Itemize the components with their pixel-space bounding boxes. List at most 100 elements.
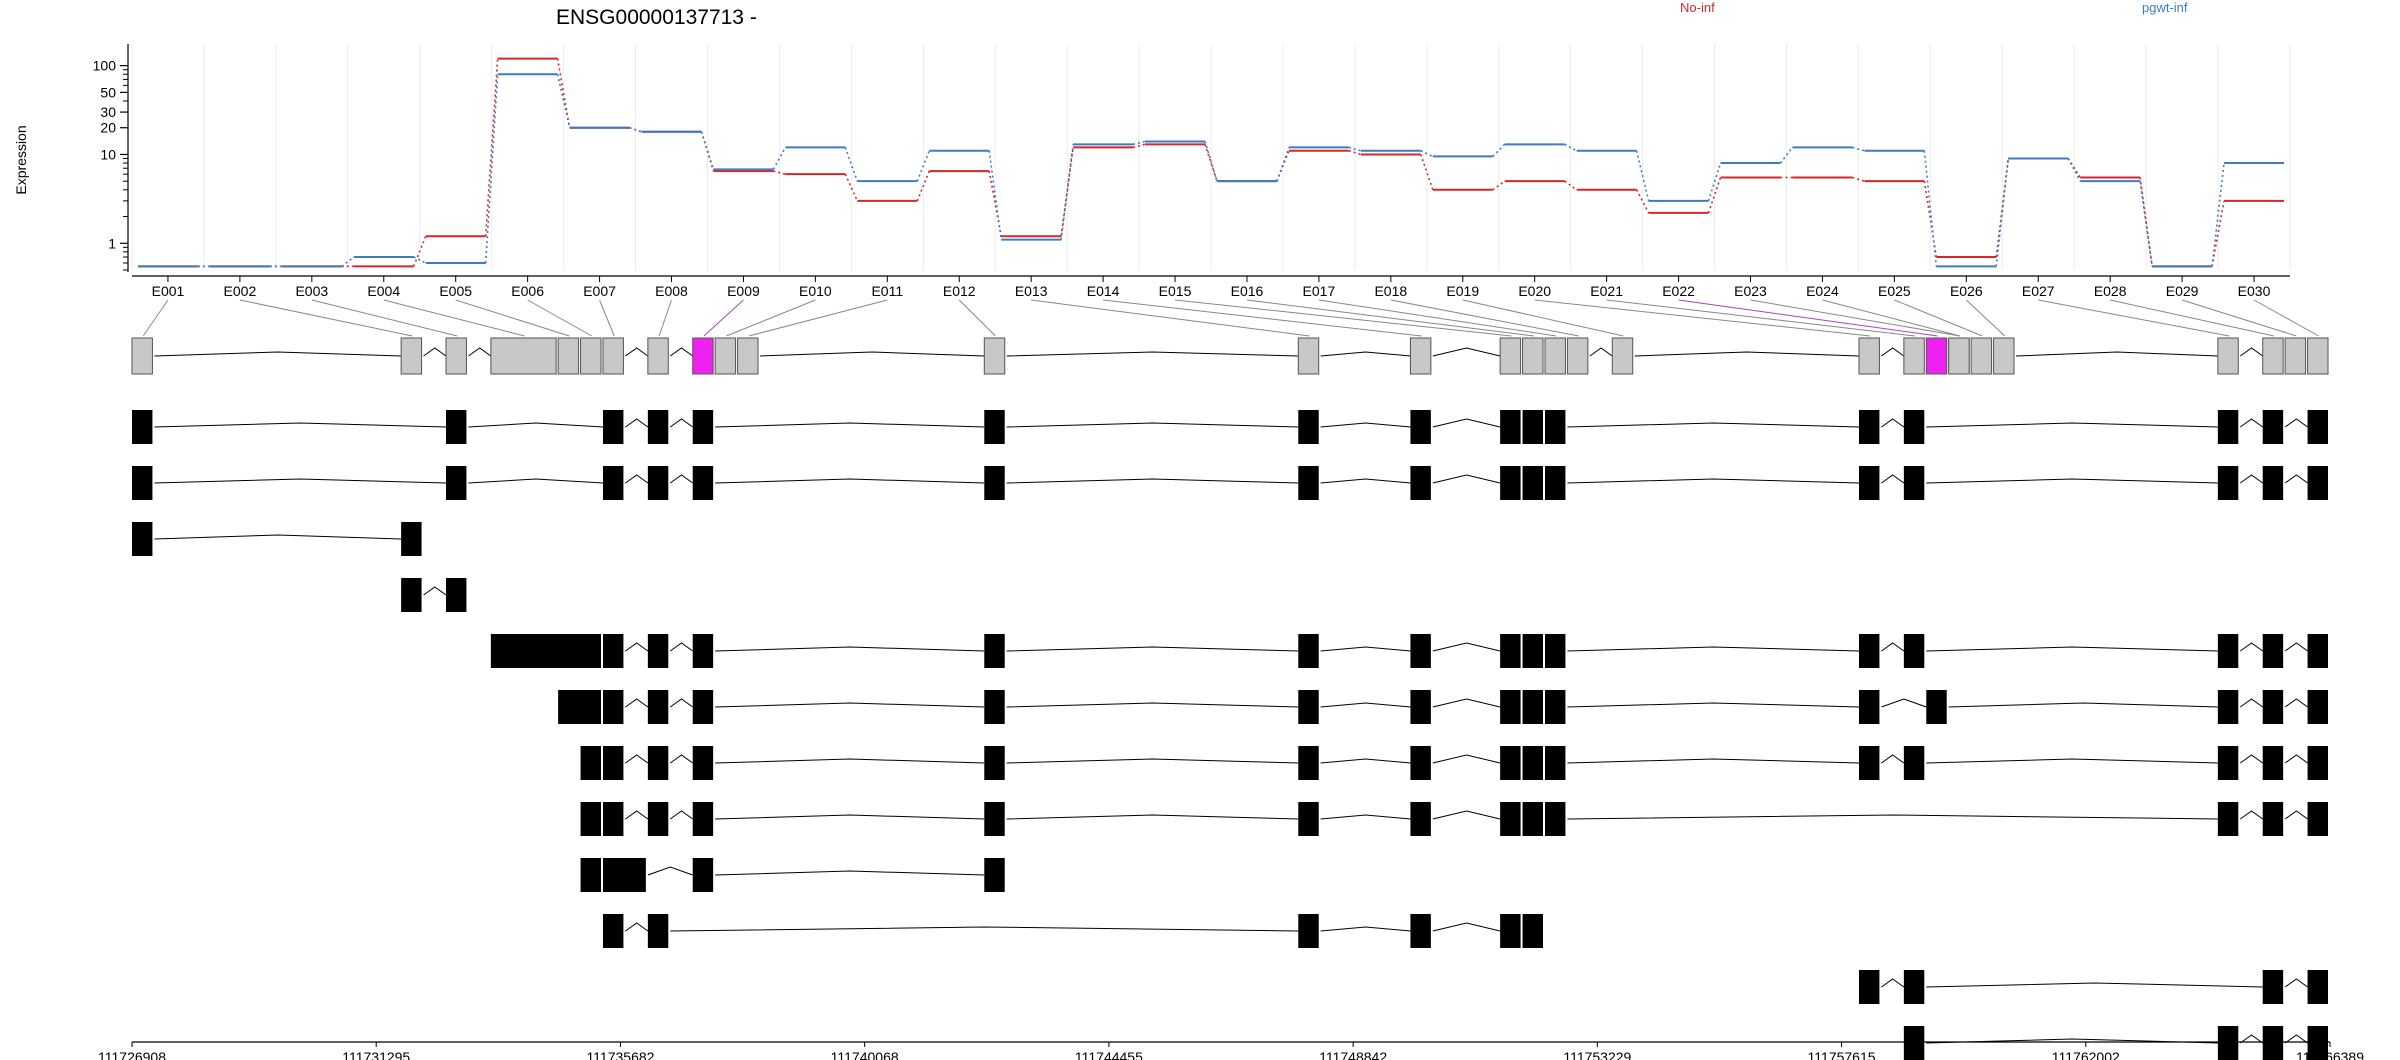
exon-connector — [726, 299, 816, 337]
transcript-exon — [692, 466, 714, 500]
transcript-exon — [2262, 690, 2284, 724]
intron-line — [2284, 418, 2308, 428]
transcript-exon — [647, 914, 669, 948]
intron-line — [715, 702, 985, 708]
intron-line — [1320, 814, 1411, 820]
transcript-exon — [1298, 466, 1319, 500]
series-connector — [1564, 143, 1578, 152]
series-connector — [556, 58, 571, 128]
transcript-exon — [1298, 690, 1319, 724]
exon-connector — [958, 299, 996, 337]
genome-tick-label: 111753229 — [1563, 1049, 1631, 1060]
exon-connector — [239, 299, 413, 337]
intron-line — [1432, 698, 1501, 708]
transcript-exon — [132, 466, 153, 500]
intron-line — [1881, 642, 1905, 652]
series-connector — [844, 147, 859, 182]
y-tick-label: 20 — [100, 120, 116, 136]
transcript-exon — [984, 466, 1005, 500]
intron-line — [1881, 474, 1905, 484]
transcript-exon — [1859, 466, 1880, 500]
intron-line — [2239, 474, 2264, 484]
intron-line — [1926, 422, 2218, 428]
x-tick-label: E016 — [1231, 283, 1264, 299]
transcript-exon — [647, 690, 669, 724]
intron-line — [625, 698, 649, 708]
transcript-exon — [603, 466, 624, 500]
intron-line — [1320, 351, 1411, 357]
intron-line — [1567, 478, 1860, 484]
transcript-exon — [647, 746, 669, 780]
genome-tick-label: 111744455 — [1075, 1049, 1143, 1060]
series-connector — [2067, 158, 2081, 182]
intron-line — [625, 347, 649, 357]
x-tick-label: E001 — [152, 283, 185, 299]
transcript-exon — [401, 578, 422, 612]
series-connector — [1635, 189, 1650, 214]
transcript-row — [401, 578, 467, 612]
exon-connector — [1606, 299, 1916, 337]
transcript-row — [580, 746, 2328, 780]
series-connector — [2211, 162, 2225, 267]
exon-block — [557, 337, 580, 375]
series-connector — [916, 150, 931, 182]
intron-line — [715, 758, 985, 764]
transcript-row — [490, 634, 2328, 668]
legend-no-inf[interactable]: No-inf — [1680, 0, 1715, 15]
intron-line — [1926, 758, 2218, 764]
transcript-exon — [2217, 410, 2239, 444]
exon-connector — [1750, 299, 1961, 337]
intron-line — [625, 642, 649, 652]
intron-line — [1881, 978, 1905, 988]
exon-block — [1993, 337, 2015, 375]
exon-block — [2262, 337, 2284, 375]
genome-tick-label: 111757615 — [1808, 1049, 1876, 1060]
intron-line — [1881, 418, 1905, 428]
series-connector — [1276, 147, 1290, 182]
intron-line — [2239, 347, 2264, 357]
exon-block — [1499, 337, 1522, 375]
transcript-exon — [692, 690, 714, 724]
transcript-exon — [580, 746, 601, 780]
transcript-exon — [1859, 690, 1880, 724]
transcript-exon — [132, 522, 153, 556]
transcript-exon — [490, 634, 601, 668]
exon-connector — [527, 299, 593, 337]
exon-connector — [311, 299, 458, 337]
transcript-exon — [2217, 690, 2239, 724]
exon-block — [1970, 337, 1993, 375]
series-connector — [1348, 146, 1362, 152]
exon-block — [1409, 337, 1432, 375]
y-tick-label: 100 — [93, 58, 117, 74]
intron-line — [2239, 418, 2264, 428]
series-connector — [556, 74, 571, 128]
exon-connector — [1822, 299, 1961, 337]
intron-line — [715, 646, 985, 652]
transcript-exon — [1522, 634, 1543, 668]
legend-pgwt-inf[interactable]: pgwt-inf — [2142, 0, 2188, 15]
exon-block — [400, 337, 423, 375]
transcript-exon — [1903, 466, 1925, 500]
genome-axis: 111726908 111731295 111735682 111740068 1117… — [98, 1041, 2364, 1060]
intron-line — [625, 754, 649, 764]
series-connector — [1852, 146, 1865, 152]
x-tick-label: E028 — [2094, 283, 2127, 299]
transcript-exon — [1903, 410, 1925, 444]
transcript-exon — [1859, 410, 1880, 444]
transcript-exon — [692, 746, 714, 780]
transcript-row — [132, 466, 2328, 500]
transcript-exon — [2262, 634, 2284, 668]
transcript-exon — [580, 858, 601, 892]
series-connector — [2139, 181, 2153, 267]
intron-line — [1006, 758, 1299, 764]
x-tick-label: E020 — [1518, 283, 1551, 299]
intron-line — [715, 870, 985, 876]
y-axis-label: Expression — [13, 125, 29, 194]
transcript-exon — [647, 802, 669, 836]
series-connector — [1132, 143, 1146, 149]
exon-block — [1297, 337, 1320, 375]
x-tick-label: E012 — [943, 283, 976, 299]
x-tick-label: E017 — [1303, 283, 1336, 299]
transcript-exon — [2262, 970, 2284, 1004]
